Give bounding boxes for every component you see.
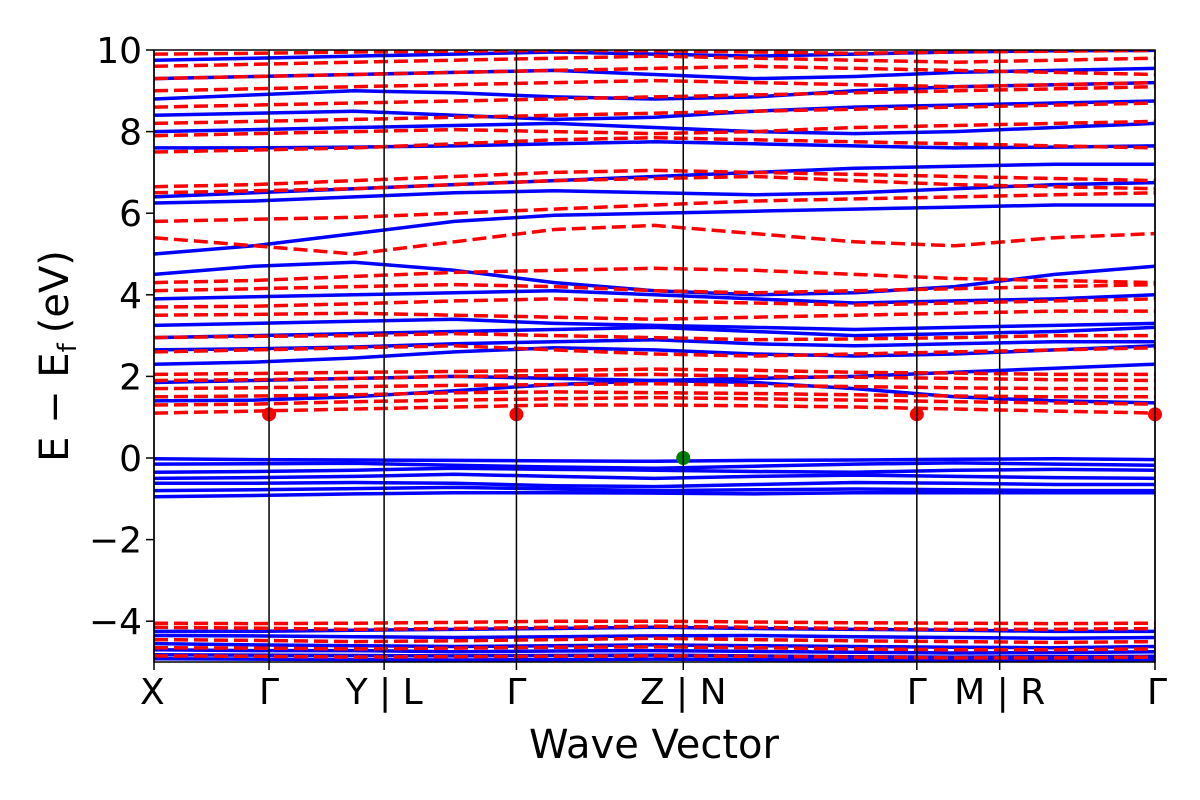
dashed-band-line (154, 101, 1155, 126)
dashed-band-line (154, 395, 1155, 407)
dashed-band-line (154, 645, 1155, 652)
solid-band-line (154, 461, 1155, 470)
x-tick-label: Γ (907, 672, 927, 713)
x-tick-label: Γ (506, 672, 526, 713)
dashed-band-line (154, 135, 1155, 154)
dashed-band-line (154, 223, 1155, 256)
dashed-band-line (154, 624, 1155, 632)
solid-band-line (154, 203, 1155, 256)
solid-band-line (154, 288, 1155, 305)
y-axis-ticks: 10 8 6 4 2 0 −2 −4 (89, 31, 154, 643)
y-tick-label: 10 (96, 31, 142, 72)
dashed-band-line (154, 174, 1155, 195)
solid-band-line (154, 472, 1155, 481)
solid-band-line (154, 480, 1155, 489)
svg-text:E − Ef(eV): E − Ef (eV) (32, 250, 83, 462)
solid-band-line (154, 485, 1155, 493)
solid-band-line (154, 656, 1155, 662)
plot-frame (153, 49, 1156, 663)
x-tick-label: Γ (259, 672, 279, 713)
dashed-band-line (154, 367, 1155, 377)
solid-band-line (154, 80, 1155, 101)
y-axis-title-main: E − E (32, 352, 78, 462)
dashed-band-line (154, 266, 1155, 285)
x-axis-ticks: X Γ Y | L Γ Z | N Γ M | R Γ (140, 662, 1167, 713)
x-axis-title: Wave Vector (529, 722, 780, 768)
dashed-band-line (154, 372, 1155, 383)
y-axis-title-subscript: f (53, 342, 83, 352)
solid-band-line (154, 180, 1155, 205)
x-tick-label: X (140, 672, 165, 713)
y-axis-title-unit: (eV) (32, 250, 78, 333)
solid-band-line (154, 50, 1155, 62)
dashed-band-line (154, 119, 1155, 138)
x-tick-label: M | R (954, 672, 1045, 713)
y-tick-label: 4 (119, 276, 142, 317)
dashed-band-line (154, 54, 1155, 69)
dashed-band-line (154, 403, 1155, 415)
bands-layer (154, 50, 1155, 662)
dashed-band-line (154, 390, 1155, 399)
solid-band-line (154, 99, 1155, 122)
solid-band-line (154, 641, 1155, 650)
x-tick-label: Y | L (345, 672, 423, 713)
dashed-band-line (154, 654, 1155, 660)
y-tick-label: −4 (89, 602, 142, 643)
y-tick-label: −2 (89, 521, 142, 562)
dashed-band-line (154, 50, 1155, 56)
dashed-band-line (154, 191, 1155, 224)
solid-band-line (154, 344, 1155, 366)
solid-band-line (154, 466, 1155, 475)
solid-band-line (154, 490, 1155, 499)
dashed-band-line (154, 331, 1155, 342)
y-tick-label: 8 (119, 113, 142, 154)
dashed-band-line (154, 282, 1155, 295)
dashed-band-line (154, 619, 1155, 626)
solid-band-line (154, 121, 1155, 136)
dashed-band-line (154, 84, 1155, 109)
dashed-band-line (154, 168, 1155, 189)
x-tick-label: Z | N (640, 672, 727, 713)
plot-background (154, 50, 1155, 662)
y-tick-label: 6 (119, 194, 142, 235)
y-tick-label: 0 (119, 439, 142, 480)
dashed-band-line (154, 309, 1155, 322)
x-tick-label: Γ (1147, 672, 1167, 713)
dashed-band-line (154, 344, 1155, 358)
y-axis-title: E − Ef (eV) (32, 250, 83, 462)
dashed-band-line (154, 636, 1155, 645)
dashed-band-line (154, 64, 1155, 81)
solid-band-line (154, 648, 1155, 655)
y-tick-label: 2 (119, 357, 142, 398)
solid-band-line (154, 633, 1155, 641)
solid-band-line (154, 457, 1155, 464)
dashed-band-line (154, 297, 1155, 309)
dashed-band-line (154, 78, 1155, 93)
dashed-band-line (154, 381, 1155, 391)
solid-band-line (154, 317, 1155, 332)
